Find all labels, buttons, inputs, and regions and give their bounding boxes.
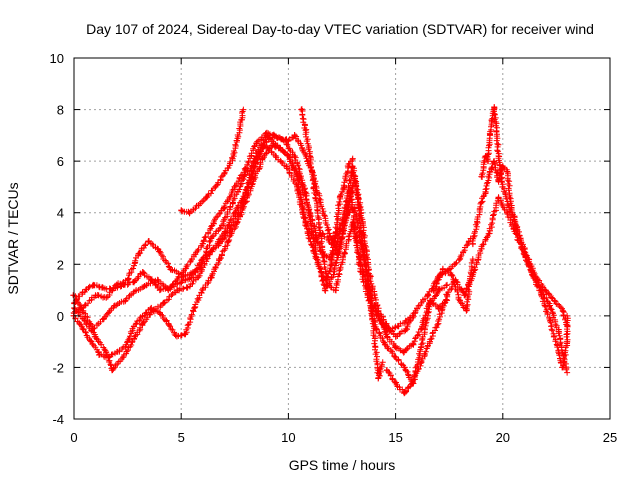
data-point: [298, 107, 304, 113]
y-tick-label: 10: [50, 51, 64, 66]
data-point: [478, 199, 484, 205]
data-point: [425, 292, 431, 298]
x-tick-label: 20: [496, 430, 510, 445]
data-point: [187, 210, 193, 216]
x-axis-label: GPS time / hours: [289, 457, 396, 473]
x-tick-label: 15: [388, 430, 402, 445]
y-tick-label: 4: [57, 206, 64, 221]
x-tick-label: 0: [70, 430, 77, 445]
y-tick-label: -2: [52, 360, 64, 375]
y-tick-label: 8: [57, 103, 64, 118]
y-tick-label: 6: [57, 154, 64, 169]
series-track-2: [71, 132, 450, 387]
y-axis-label: SDTVAR / TECUs: [5, 182, 21, 294]
x-tick-label: 5: [178, 430, 185, 445]
series-markers: [71, 133, 472, 340]
data-series: [70, 104, 571, 396]
sdtvar-chart: Day 107 of 2024, Sidereal Day-to-day VTE…: [0, 0, 640, 480]
series-track-1: [71, 132, 474, 339]
x-tick-label: 25: [603, 430, 617, 445]
y-tick-label: 2: [57, 257, 64, 272]
y-tick-label: 0: [57, 309, 64, 324]
series-track-4: [70, 143, 450, 356]
chart-title: Day 107 of 2024, Sidereal Day-to-day VTE…: [86, 21, 594, 37]
data-point: [444, 292, 450, 298]
x-tick-label: 10: [281, 430, 295, 445]
series-markers: [70, 143, 448, 355]
series-markers: [72, 132, 450, 387]
data-point: [564, 370, 570, 376]
y-tick-label: -4: [52, 412, 64, 427]
